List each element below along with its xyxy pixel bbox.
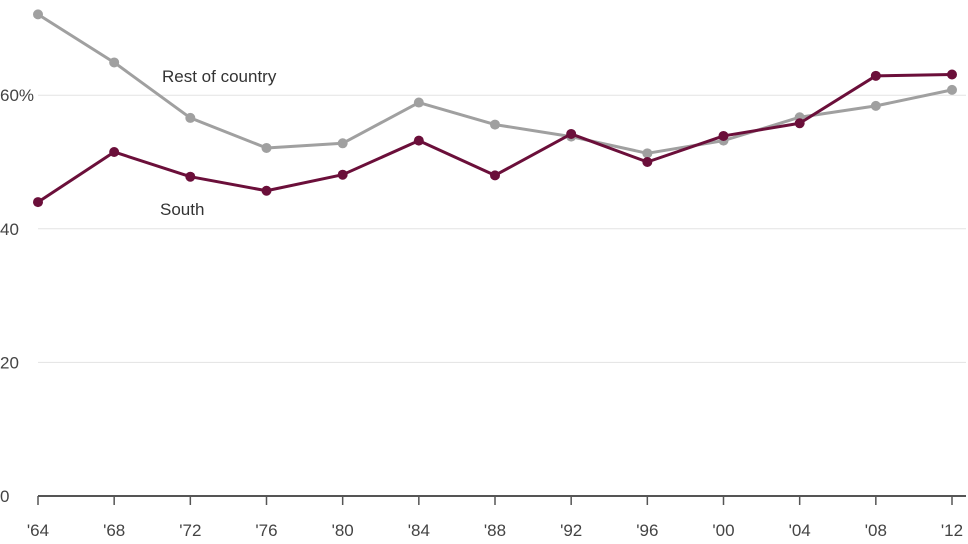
data-point bbox=[794, 118, 805, 129]
x-tick-label: '88 bbox=[484, 521, 506, 540]
x-tick-label: '72 bbox=[179, 521, 201, 540]
data-point bbox=[947, 84, 957, 95]
series-layer bbox=[33, 9, 957, 208]
data-point bbox=[185, 112, 196, 123]
x-tick-label: '84 bbox=[408, 521, 430, 540]
data-point bbox=[718, 130, 729, 141]
data-point bbox=[490, 119, 500, 130]
x-tick-label: '12 bbox=[941, 521, 963, 540]
data-point bbox=[413, 135, 424, 146]
series-1 bbox=[33, 69, 957, 208]
x-tick-label: '80 bbox=[332, 521, 354, 540]
series-label-rest-of-country: Rest of country bbox=[162, 67, 277, 86]
data-point bbox=[642, 157, 653, 167]
data-point bbox=[261, 142, 272, 153]
y-tick-label: 60% bbox=[0, 86, 34, 105]
data-point bbox=[33, 9, 43, 20]
x-tick-label: '04 bbox=[789, 521, 811, 540]
data-point bbox=[261, 185, 272, 196]
data-point bbox=[185, 171, 196, 182]
x-tick-label: '08 bbox=[865, 521, 887, 540]
data-point bbox=[870, 100, 881, 111]
data-point bbox=[109, 146, 120, 157]
data-point bbox=[337, 138, 348, 149]
x-tick-label: '96 bbox=[636, 521, 658, 540]
data-point bbox=[947, 69, 957, 80]
x-tick-label: '68 bbox=[103, 521, 125, 540]
data-point bbox=[337, 169, 348, 180]
series-0 bbox=[33, 9, 957, 159]
x-tick-label: '00 bbox=[712, 521, 734, 540]
y-tick-label: 20 bbox=[0, 353, 19, 372]
x-axis: '64 '68 '72 '76 '80 '84 '88 '92 '96 '00 '04 '08 '12 bbox=[27, 495, 966, 540]
y-tick-label: 40 bbox=[0, 220, 19, 239]
data-point bbox=[566, 128, 577, 139]
data-point bbox=[109, 57, 120, 68]
data-point bbox=[642, 148, 653, 159]
x-tick-label: '92 bbox=[560, 521, 582, 540]
series-label-south: South bbox=[160, 200, 204, 219]
data-point bbox=[490, 170, 500, 181]
grid: 0 20 40 60% bbox=[0, 86, 966, 506]
data-point bbox=[413, 97, 424, 108]
x-tick-label: '64 bbox=[27, 521, 49, 540]
x-tick-label: '76 bbox=[255, 521, 277, 540]
data-point bbox=[33, 197, 43, 208]
y-tick-label: 0 bbox=[0, 487, 9, 506]
series-line bbox=[37, 72, 953, 204]
data-point bbox=[870, 70, 881, 81]
